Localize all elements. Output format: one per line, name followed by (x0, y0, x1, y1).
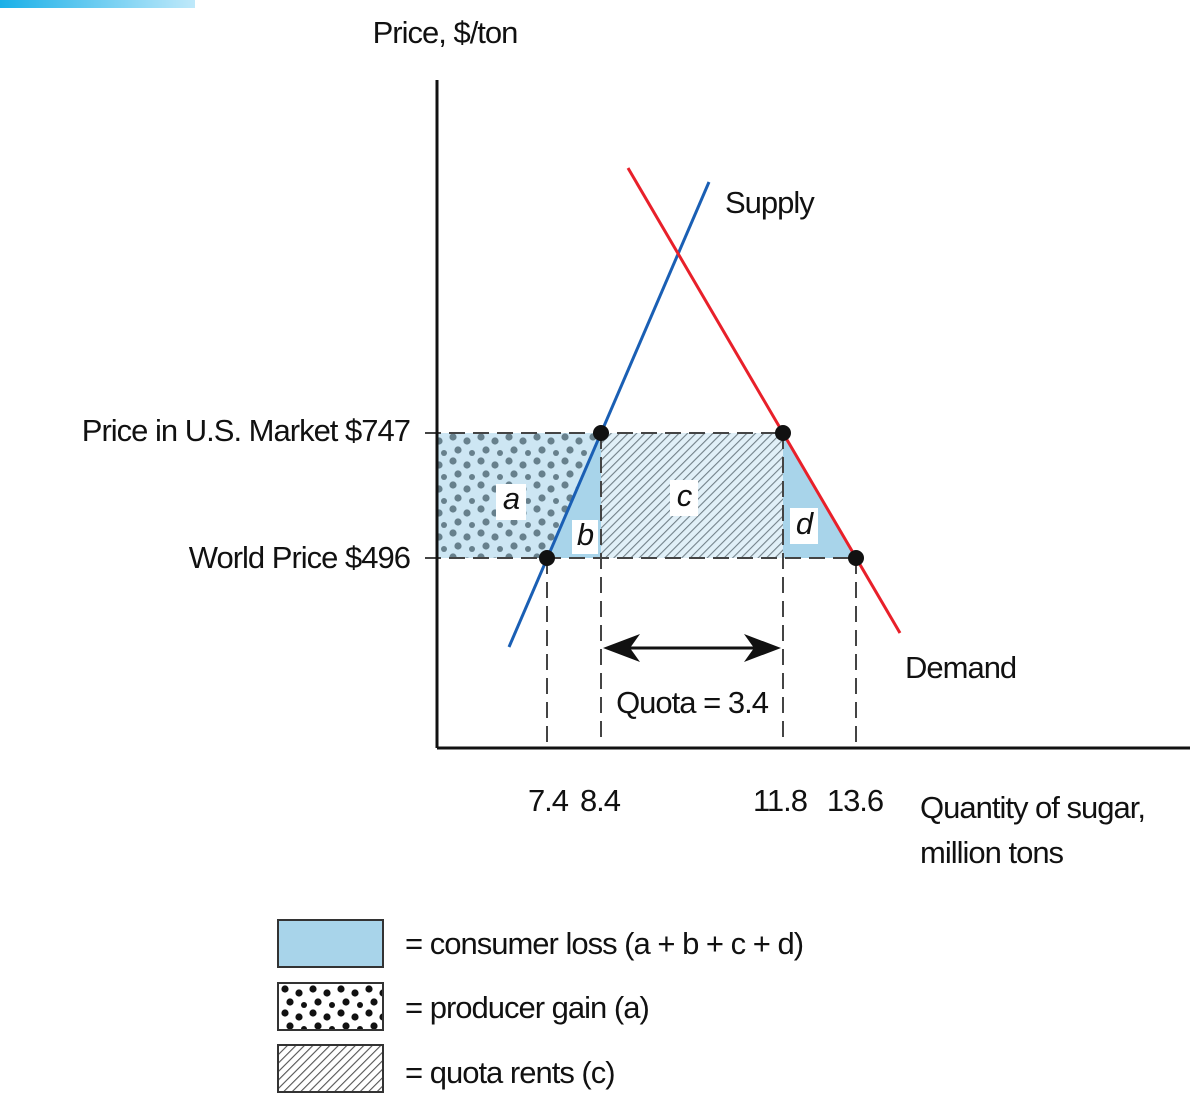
area-label: d (796, 506, 815, 541)
label-box (496, 484, 526, 520)
arrow-head (603, 634, 640, 662)
label-box (572, 520, 598, 554)
legend-text: = consumer loss (a + b + c + d) (405, 926, 803, 961)
area-label: b (577, 517, 594, 552)
points (539, 425, 864, 566)
area-label: c (677, 478, 693, 513)
label-box (790, 508, 818, 544)
x-axis-label: Quantity of sugar, (920, 790, 1145, 825)
arrow-head (744, 634, 781, 662)
top-bar (0, 0, 195, 8)
quantity-label: 7.4 (528, 783, 569, 818)
x-axis-label: million tons (920, 835, 1064, 870)
point (775, 425, 791, 441)
supply-label: Supply (725, 185, 815, 220)
legend-text: = quota rents (c) (405, 1055, 615, 1090)
quantity-label: 8.4 (580, 783, 621, 818)
area-label: a (503, 481, 520, 516)
quantity-label: 13.6 (827, 783, 883, 818)
y-axis-label: Price, $/ton (373, 15, 518, 50)
label-box (670, 480, 698, 516)
price-label: Price in U.S. Market $747 (82, 413, 410, 448)
supply-curve (507, 181, 711, 648)
legend-swatch (277, 982, 384, 1031)
legend-swatch (277, 919, 384, 968)
point (539, 550, 555, 566)
demand-label: Demand (905, 650, 1016, 685)
point (848, 550, 864, 566)
legend-swatch (277, 1044, 384, 1093)
quantity-label: 11.8 (753, 783, 807, 818)
quota-label: Quota = 3.4 (616, 685, 769, 720)
legend-text: = producer gain (a) (405, 990, 649, 1025)
price-label: World Price $496 (189, 540, 410, 575)
point (593, 425, 609, 441)
